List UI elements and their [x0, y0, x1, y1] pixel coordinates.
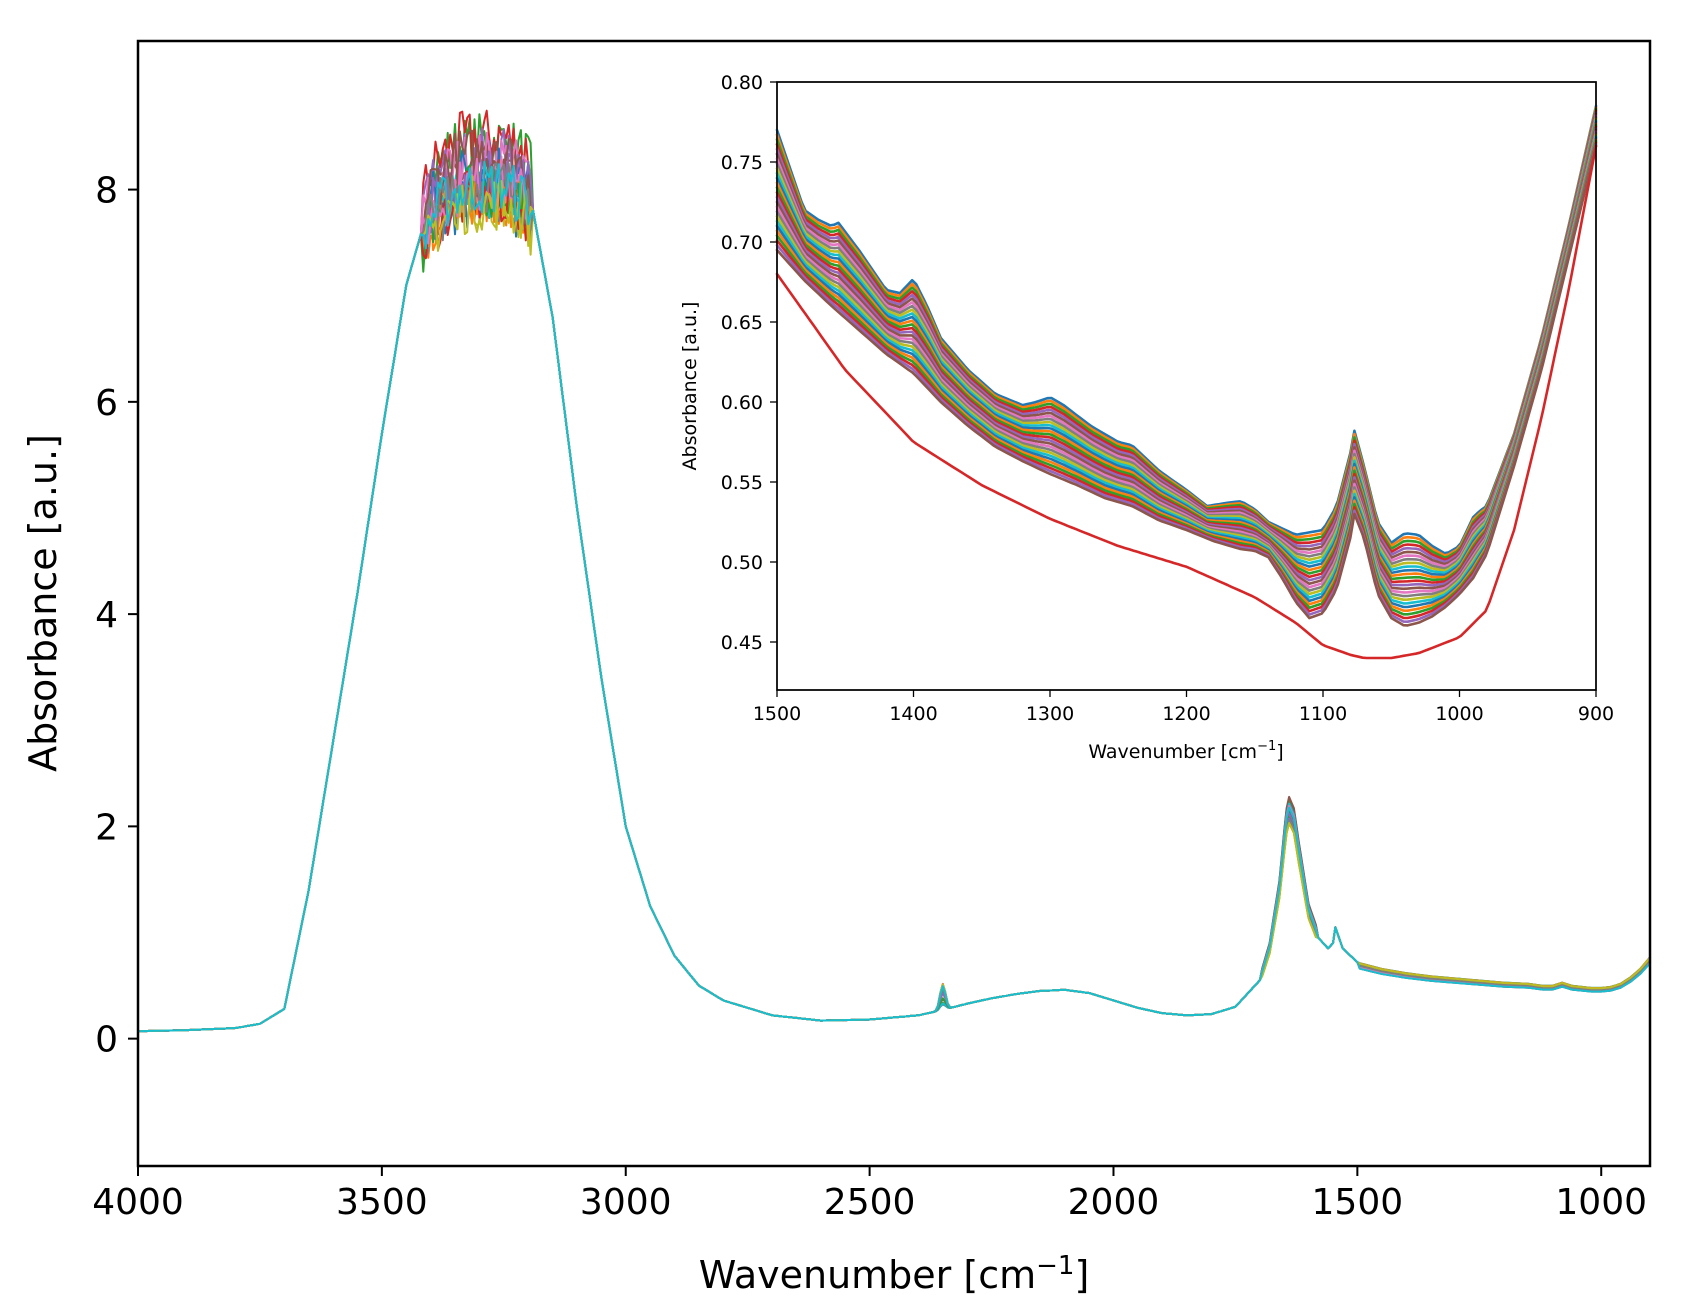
inset-y-tick-label: 0.80 [721, 72, 763, 94]
inset-plot-frame-bg [776, 81, 1597, 691]
inset-y-tick-label: 0.55 [721, 472, 763, 494]
inset-series-line [775, 114, 1598, 568]
main-x-tick-label: 2500 [824, 1182, 916, 1223]
inset-x-tick-label: 900 [1578, 703, 1614, 725]
inset-x-tick-label: 1200 [1162, 703, 1210, 725]
inset-series-line [775, 119, 1598, 575]
inset-x-tick-label: 1000 [1435, 703, 1483, 725]
inset-series-line [775, 106, 1598, 557]
main-y-tick-label: 0 [95, 1020, 118, 1061]
inset-series-line [775, 109, 1598, 561]
inset-y-tick-label: 0.75 [721, 152, 763, 174]
inset-y-tick-label: 0.60 [721, 392, 763, 414]
inset-series-line [775, 104, 1598, 555]
inset-x-axis-label: Wavenumber [cm−1] [1088, 739, 1283, 763]
inset-series-line [775, 117, 1598, 572]
main-y-tick-label: 4 [95, 595, 118, 636]
inset-series-line [775, 123, 1598, 582]
inset-series-line [775, 135, 1598, 605]
main-plot-frame [136, 39, 1652, 1168]
main-y-tick-label: 2 [95, 807, 118, 848]
inset-series-group [775, 104, 1598, 660]
main-x-tick-label: 3500 [336, 1182, 428, 1223]
inset-x-tick-label: 1300 [1026, 703, 1074, 725]
main-x-tick-label: 2000 [1068, 1182, 1160, 1223]
main-x-tick-label: 1500 [1312, 1182, 1404, 1223]
inset-plot: 1500 1400 1300 1200 1100 1000 900 0.45 0.50 0.55… [679, 72, 1614, 763]
inset-series-line [775, 128, 1598, 591]
inset-x-tick-label: 1100 [1299, 703, 1347, 725]
inset-series-line [775, 141, 1598, 620]
inset-y-tick-label: 0.65 [721, 312, 763, 334]
main-x-tick-label: 3000 [580, 1182, 672, 1223]
inset-series-line [775, 136, 1598, 609]
inset-y-tick-label: 0.45 [721, 632, 763, 654]
inset-series-line [775, 138, 1598, 612]
inset-y-tick-label: 0.70 [721, 232, 763, 254]
main-plot: 4000 3500 3000 2500 2000 1500 1000 0 2 4 6 8 Waven… [21, 39, 1652, 1297]
inset-series-line [775, 122, 1598, 579]
inset-series-line [775, 143, 1598, 623]
inset-outlier-series-line [775, 144, 1598, 660]
main-series-line [137, 160, 1651, 1033]
inset-x-axis: 1500 1400 1300 1200 1100 1000 900 [753, 690, 1614, 725]
inset-series-line [775, 112, 1598, 566]
inset-series-line [775, 131, 1598, 598]
inset-series-line [775, 144, 1598, 627]
inset-x-tick-label: 1500 [753, 703, 801, 725]
inset-series-line [775, 125, 1598, 584]
inset-x-tick-label: 1400 [889, 703, 937, 725]
inset-y-axis: 0.45 0.50 0.55 0.60 0.65 0.70 0.75 0.80 [721, 72, 777, 654]
inset-series-line [775, 107, 1598, 559]
main-x-tick-label: 1000 [1555, 1182, 1647, 1223]
inset-series-line [775, 111, 1598, 564]
inset-series-line [775, 115, 1598, 570]
inset-series-line [775, 120, 1598, 577]
main-x-axis: 4000 3500 3000 2500 2000 1500 1000 [92, 1166, 1647, 1223]
main-series-group [137, 109, 1651, 1033]
inset-series-line [775, 139, 1598, 616]
inset-series-line [775, 127, 1598, 587]
main-y-tick-label: 6 [95, 383, 118, 424]
main-y-axis-label: Absorbance [a.u.] [21, 434, 65, 772]
main-x-axis-label: Wavenumber [cm−1] [699, 1251, 1090, 1297]
main-y-tick-label: 8 [95, 171, 118, 212]
inset-series-line [775, 133, 1598, 601]
main-y-axis: 0 2 4 6 8 [95, 171, 138, 1061]
inset-series-line [775, 130, 1598, 594]
inset-y-tick-label: 0.50 [721, 552, 763, 574]
main-x-tick-label: 4000 [92, 1182, 184, 1223]
inset-y-axis-label: Absorbance [a.u.] [679, 302, 701, 471]
